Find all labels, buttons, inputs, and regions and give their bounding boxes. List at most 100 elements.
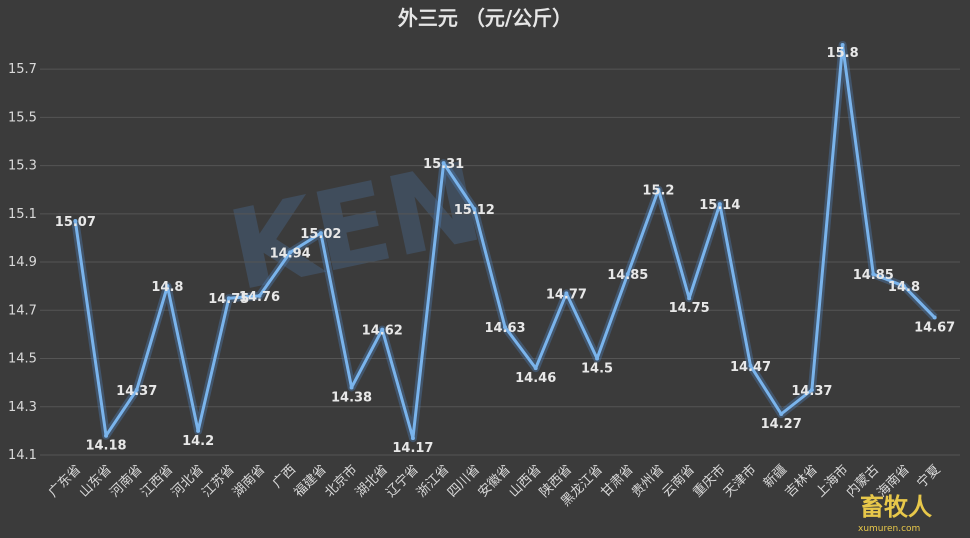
y-tick-label: 14.3 [8, 400, 37, 415]
data-point [349, 385, 354, 390]
x-tick-label: 湖南省 [229, 462, 268, 501]
data-label: 14.76 [239, 290, 280, 305]
data-point [410, 436, 415, 441]
data-label: 14.85 [607, 268, 648, 283]
x-tick-label: 上海市 [813, 462, 852, 501]
data-point [625, 272, 630, 277]
x-tick-label: 河北省 [169, 462, 207, 500]
x-tick-label: 北京市 [321, 462, 360, 501]
x-tick-label: 贵州省 [629, 462, 667, 500]
data-label: 15.2 [642, 184, 674, 199]
data-label: 14.63 [484, 321, 525, 336]
data-point [595, 356, 600, 361]
data-point [809, 387, 814, 392]
y-tick-label: 14.7 [8, 303, 37, 318]
x-tick-label: 山西省 [506, 462, 544, 500]
brand-name: 畜牧人 [860, 493, 932, 521]
data-point [472, 207, 477, 211]
data-point [687, 296, 692, 301]
gridlines [40, 68, 960, 456]
series-line-glow [71, 41, 938, 443]
brand-url: xumuren.com [858, 524, 920, 534]
y-tick-label: 15.1 [8, 207, 37, 222]
data-label: 14.27 [761, 417, 802, 432]
data-point [779, 412, 784, 416]
data-label: 14.67 [914, 321, 955, 336]
data-label: 14.37 [116, 384, 157, 399]
x-tick-label: 安徽省 [476, 462, 514, 500]
x-tick-label: 湖北省 [353, 462, 391, 500]
x-tick-label: 四川省 [445, 462, 483, 500]
data-label: 15.12 [454, 203, 495, 218]
data-point [840, 43, 845, 47]
data-point [288, 250, 293, 255]
x-tick-label: 山东省 [77, 462, 115, 500]
data-label: 14.5 [581, 362, 613, 377]
x-tick-label: 宁夏 [914, 462, 944, 492]
y-tick-label: 14.5 [8, 352, 37, 367]
data-label: 15.07 [55, 215, 96, 230]
data-point [318, 231, 323, 236]
data-point [441, 161, 446, 166]
series-line [73, 43, 936, 440]
data-point [73, 219, 78, 224]
data-label: 14.75 [669, 301, 710, 316]
y-tick-label: 14.9 [8, 255, 37, 270]
data-point [932, 315, 937, 320]
data-label: 14.47 [730, 360, 771, 375]
data-label: 14.2 [182, 434, 214, 449]
data-point [901, 284, 906, 289]
data-point [871, 272, 876, 277]
y-tick-label: 14.1 [8, 448, 37, 463]
data-label: 14.46 [515, 371, 556, 386]
data-label: 14.77 [546, 287, 587, 302]
x-tick-label: 云南省 [659, 462, 698, 501]
x-tick-label: 江苏省 [199, 462, 238, 501]
series-group [71, 41, 938, 443]
brand-logo: 畜牧人 xumuren.com [858, 493, 932, 534]
x-tick-label: 江西省 [138, 462, 176, 500]
data-label: 14.38 [331, 390, 372, 405]
x-tick-label: 浙江省 [414, 462, 452, 500]
data-label: 14.8 [888, 280, 920, 295]
data-label: 15.02 [300, 227, 341, 242]
data-label: 14.37 [791, 384, 832, 399]
data-point [564, 291, 569, 296]
data-point [656, 187, 661, 192]
x-tick-label: 天津市 [720, 462, 759, 501]
x-tick-label: 广东省 [46, 462, 84, 500]
data-point [134, 387, 139, 392]
data-point [717, 202, 722, 207]
data-point [196, 428, 201, 433]
data-label: 14.62 [362, 324, 403, 339]
data-label: 14.18 [85, 439, 126, 454]
x-tick-label: 河南省 [107, 462, 146, 501]
data-point [503, 325, 507, 330]
data-point [257, 293, 262, 298]
chart-title: 外三元 （元/公斤） [398, 6, 572, 30]
data-point [226, 296, 231, 301]
x-tick-label: 福建省 [291, 462, 329, 500]
y-tick-label: 15.7 [8, 62, 37, 77]
data-label: 15.8 [827, 46, 859, 61]
data-point [748, 363, 753, 368]
x-tick-label: 重庆市 [690, 462, 729, 501]
data-label: 14.75 [208, 292, 249, 307]
data-label: 14.8 [151, 280, 183, 295]
data-point [533, 366, 538, 371]
data-labels: 15.0714.1814.3714.814.214.7514.7614.9415… [55, 46, 955, 456]
y-tick-label: 15.5 [8, 110, 37, 125]
x-tick-label: 吉林省 [783, 462, 821, 500]
x-tick-label: 辽宁省 [383, 462, 422, 501]
data-label: 15.14 [699, 198, 740, 213]
data-label: 15.31 [423, 157, 464, 172]
data-label: 14.85 [853, 268, 894, 283]
data-label: 14.94 [270, 246, 311, 261]
x-tick-label: 甘肃省 [598, 462, 636, 500]
data-point [104, 433, 109, 438]
y-axis: 14.1 14.3 14.5 14.7 14.9 15.1 15.3 15.5 15.7 [8, 62, 37, 463]
data-point [380, 327, 385, 332]
data-point [165, 284, 170, 289]
